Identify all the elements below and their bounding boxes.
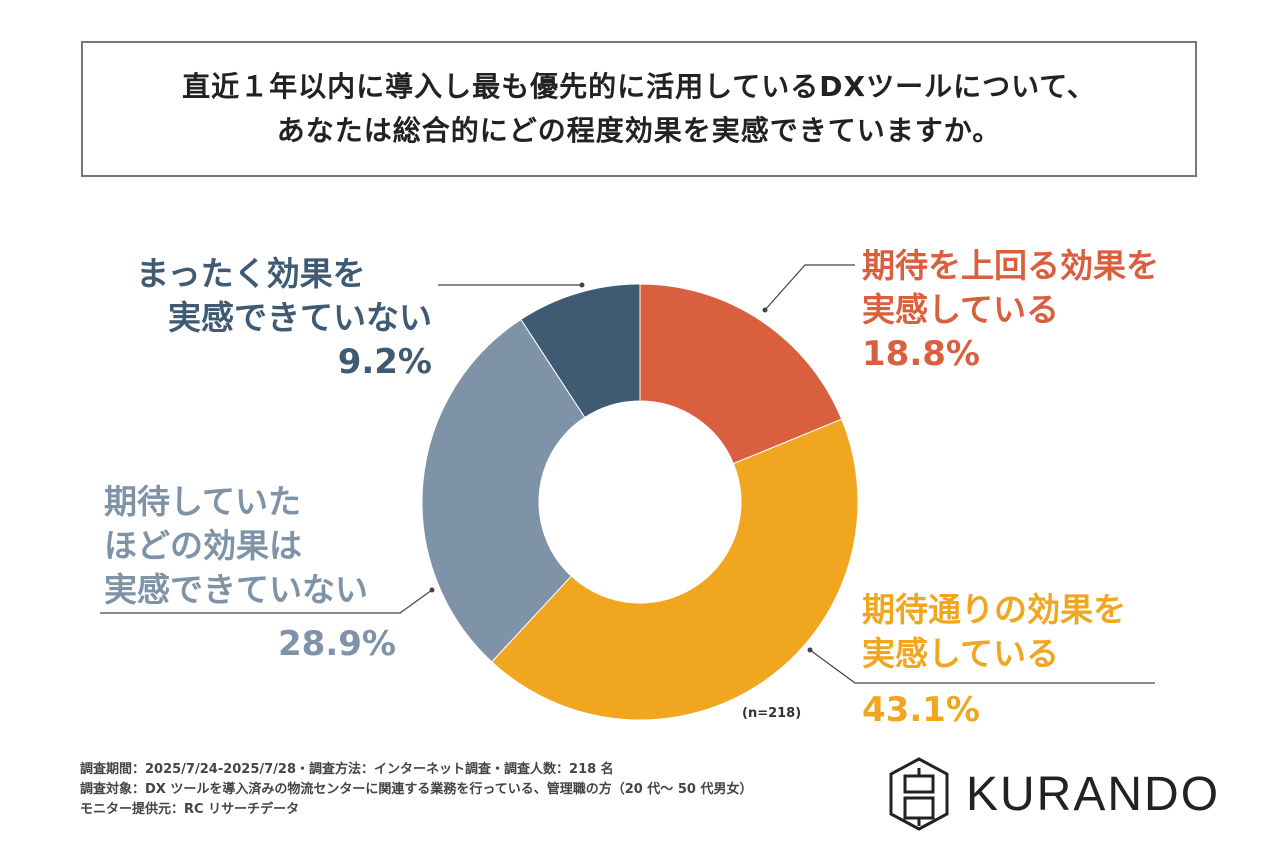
leader-line-1: [764, 264, 855, 311]
leader-dot: [579, 282, 585, 288]
title-box: 直近１年以内に導入し最も優先的に活用しているDXツールについて、 あなたは総合的…: [81, 41, 1197, 177]
title-line-2: あなたは総合的にどの程度効果を実感できていますか。: [276, 114, 1002, 147]
label-slice-3: 期待していた ほどの効果は 実感できていない: [104, 482, 368, 609]
pct-slice-4: 9.2%: [337, 342, 432, 382]
donut-slice-4: [520, 283, 641, 419]
leader-line-3: [100, 589, 433, 614]
leader-dot: [429, 587, 435, 593]
pct-slice-1: 18.8%: [862, 334, 980, 374]
sample-size: (n=218): [742, 706, 802, 721]
kurando-logo: KURANDO: [888, 756, 1220, 832]
leader-line-2: [809, 649, 1155, 684]
survey-notes: 調査期間：2025/7/24-2025/7/28・調査方法：インターネット調査・…: [80, 762, 753, 817]
donut-slice-2: [491, 418, 859, 721]
donut-slice-3: [421, 318, 586, 663]
title-line-1: 直近１年以内に導入し最も優先的に活用しているDXツールについて、: [182, 70, 1096, 103]
label-slice-4: まったく効果を 実感できていない 9.2%: [136, 254, 432, 382]
donut-slice-1: [639, 283, 843, 465]
label-slice-2: 期待通りの効果を 実感している 43.1%: [862, 590, 1126, 730]
logo-mark-icon: [889, 757, 949, 831]
pct-slice-3: 28.9%: [278, 624, 396, 664]
label-slice-1: 期待を上回る効果を 実感している 18.8%: [862, 246, 1159, 374]
leader-dot: [807, 647, 813, 653]
leader-dot: [762, 307, 768, 313]
pct-slice-2: 43.1%: [862, 690, 980, 730]
leader-lines: [100, 264, 1155, 684]
